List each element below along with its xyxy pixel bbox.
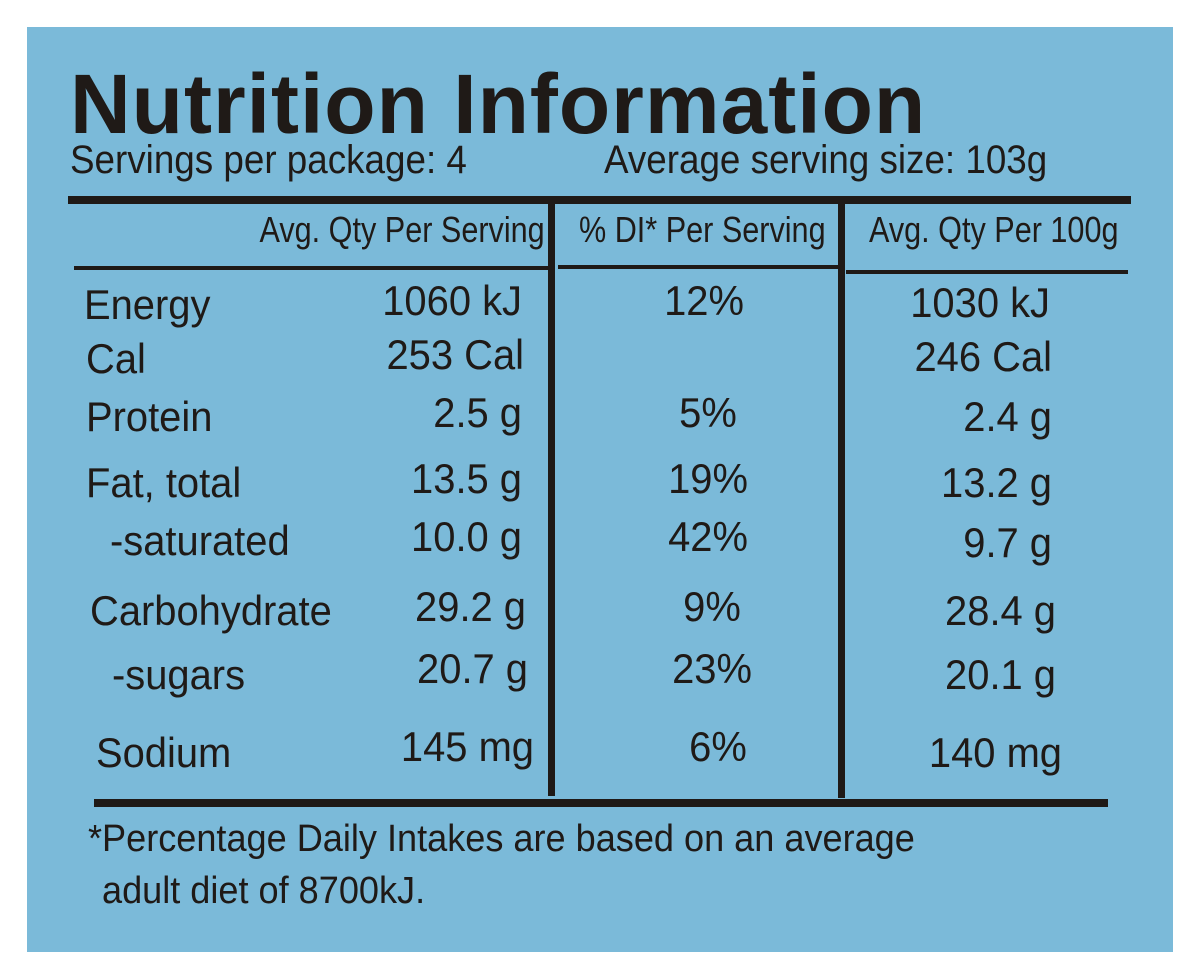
row-per100g-saturated: 9.7 g bbox=[963, 519, 1052, 566]
serving-size: Average serving size: 103g bbox=[604, 138, 1048, 182]
footnote-line-2: adult diet of 8700kJ. bbox=[102, 870, 426, 912]
row-value-energy: 1060 kJ bbox=[382, 277, 522, 324]
row-di-saturated: 42% bbox=[668, 513, 748, 560]
row-value-carbohydrate: 29.2 g bbox=[415, 583, 526, 630]
row-name-saturated: -saturated bbox=[110, 517, 290, 564]
column-divider-2 bbox=[838, 200, 845, 798]
footnote-line-1: *Percentage Daily Intakes are based on a… bbox=[88, 818, 915, 860]
row-di-energy: 12% bbox=[664, 277, 744, 324]
header-rule-1 bbox=[74, 266, 552, 270]
nutrition-panel bbox=[27, 27, 1173, 952]
row-di-fat-total: 19% bbox=[668, 455, 748, 502]
top-rule bbox=[68, 196, 1131, 204]
row-per100g-energy: 1030 kJ bbox=[910, 279, 1050, 326]
header-rule-3 bbox=[846, 270, 1128, 274]
row-di-carbohydrate: 9% bbox=[683, 583, 741, 630]
label-title: Nutrition Information bbox=[70, 57, 927, 151]
row-name-cal: Cal bbox=[86, 335, 146, 382]
row-value-saturated: 10.0 g bbox=[411, 513, 522, 560]
row-di-sugars: 23% bbox=[672, 645, 752, 692]
row-per100g-fat-total: 13.2 g bbox=[941, 459, 1052, 506]
row-per100g-cal: 246 Cal bbox=[914, 333, 1052, 380]
bottom-rule bbox=[94, 799, 1108, 807]
row-value-protein: 2.5 g bbox=[433, 389, 522, 436]
row-name-sugars: -sugars bbox=[112, 651, 246, 698]
row-name-sodium: Sodium bbox=[96, 729, 232, 776]
row-value-fat-total: 13.5 g bbox=[411, 455, 522, 502]
row-value-sodium: 145 mg bbox=[400, 723, 534, 770]
column-header-di: % DI* Per Serving bbox=[579, 209, 826, 250]
row-per100g-sugars: 20.1 g bbox=[945, 651, 1056, 698]
row-per100g-carbohydrate: 28.4 g bbox=[945, 587, 1056, 634]
row-name-fat-total: Fat, total bbox=[86, 459, 242, 506]
column-header-per-serving: Avg. Qty Per Serving bbox=[259, 209, 545, 250]
row-name-carbohydrate: Carbohydrate bbox=[90, 587, 332, 634]
row-name-protein: Protein bbox=[86, 393, 213, 440]
servings-per-package: Servings per package: 4 bbox=[70, 138, 467, 182]
row-value-sugars: 20.7 g bbox=[417, 645, 528, 692]
row-per100g-sodium: 140 mg bbox=[928, 729, 1062, 776]
column-header-per-100g: Avg. Qty Per 100g bbox=[869, 209, 1119, 250]
row-value-cal: 253 Cal bbox=[386, 331, 524, 378]
column-divider-1 bbox=[548, 200, 555, 796]
header-rule-2 bbox=[558, 265, 838, 269]
row-di-protein: 5% bbox=[679, 389, 737, 436]
row-di-sodium: 6% bbox=[689, 723, 747, 770]
row-name-energy: Energy bbox=[84, 281, 211, 328]
row-per100g-protein: 2.4 g bbox=[963, 393, 1052, 440]
